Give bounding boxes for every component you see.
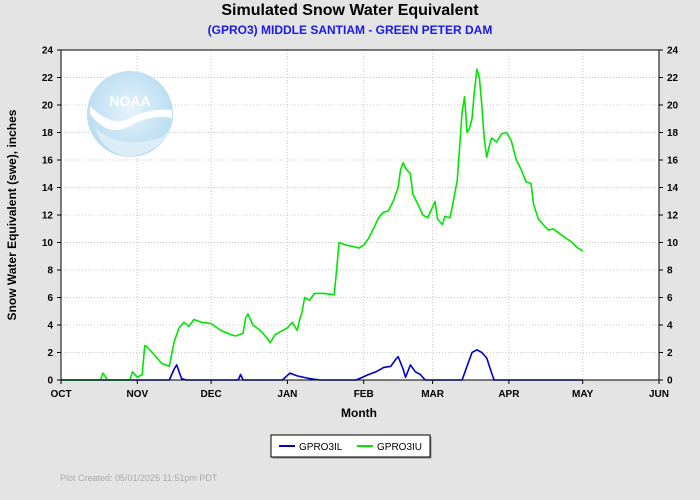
y-tick-label-left: 6 xyxy=(47,293,53,304)
y-tick-label-right: 10 xyxy=(667,238,679,249)
y-tick-label-right: 6 xyxy=(667,293,673,304)
y-tick-label-left: 0 xyxy=(47,376,53,387)
series-line-gpro3iu xyxy=(61,68,584,381)
svg-text:NOAA: NOAA xyxy=(109,93,150,109)
y-tick-label-left: 16 xyxy=(42,156,54,167)
legend-box xyxy=(270,434,431,458)
x-tick-label: MAY xyxy=(572,389,594,400)
y-tick-label-left: 12 xyxy=(42,211,54,222)
y-tick-label-right: 20 xyxy=(667,101,679,112)
y-tick-label-right: 4 xyxy=(667,321,673,332)
x-tick-label: APR xyxy=(498,389,520,400)
x-tick-label: DEC xyxy=(201,389,222,400)
y-tick-label-left: 14 xyxy=(42,183,54,194)
y-tick-label-left: 10 xyxy=(42,238,54,249)
x-tick-label: MAR xyxy=(421,389,445,400)
noaa-logo: NOAA xyxy=(87,71,173,157)
y-tick-label-left: 8 xyxy=(47,266,53,277)
plot-created-footer: Plot Created: 05/01/2025 11:51pm PDT xyxy=(60,473,218,483)
y-tick-label-left: 2 xyxy=(47,348,53,359)
y-tick-label-right: 8 xyxy=(667,266,673,277)
y-tick-label-left: 20 xyxy=(42,101,54,112)
x-tick-label: FEB xyxy=(354,389,374,400)
y-tick-label-left: 4 xyxy=(47,321,53,332)
y-tick-label-right: 2 xyxy=(667,348,673,359)
x-tick-label: NOV xyxy=(126,389,148,400)
y-tick-label-right: 12 xyxy=(667,211,679,222)
y-tick-label-left: 22 xyxy=(42,73,54,84)
legend-label-gpro3il: GPRO3IL xyxy=(299,442,343,453)
y-tick-label-right: 16 xyxy=(667,156,679,167)
x-tick-label: JUN xyxy=(649,389,669,400)
y-tick-label-right: 14 xyxy=(667,183,679,194)
chart-title: Simulated Snow Water Equivalent xyxy=(221,2,479,19)
y-tick-label-right: 24 xyxy=(667,46,679,57)
x-tick-label: OCT xyxy=(50,389,71,400)
legend-label-gpro3iu: GPRO3IU xyxy=(377,442,422,453)
legend: GPRO3IL GPRO3IU xyxy=(270,434,432,459)
y-tick-label-left: 24 xyxy=(42,46,54,57)
y-tick-label-right: 0 xyxy=(667,376,673,387)
y-tick-label-right: 18 xyxy=(667,128,679,139)
x-tick-label: JAN xyxy=(277,389,297,400)
y-tick-label-right: 22 xyxy=(667,73,679,84)
x-axis-label: Month xyxy=(341,406,377,420)
chart-subtitle: (GPRO3) MIDDLE SANTIAM - GREEN PETER DAM xyxy=(207,23,493,37)
y-axis-label: Snow Water Equivalent (swe), inches xyxy=(5,109,19,320)
y-tick-label-left: 18 xyxy=(42,128,54,139)
